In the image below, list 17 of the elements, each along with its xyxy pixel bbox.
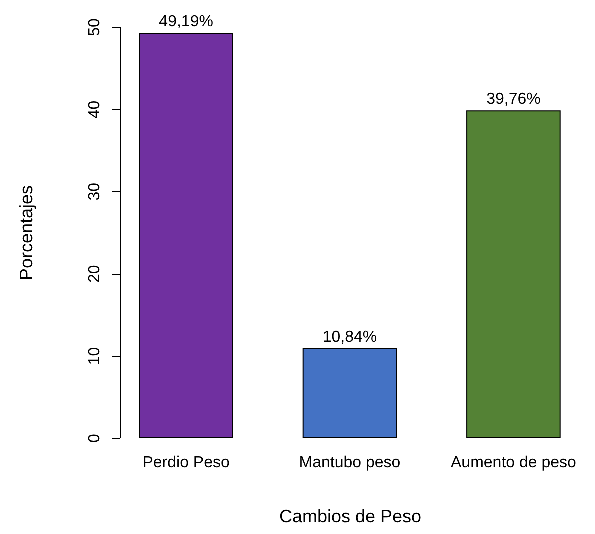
y-tick-label: 0 xyxy=(86,434,104,443)
x-tick-label: Mantubo peso xyxy=(299,454,401,472)
y-tick-label: 30 xyxy=(86,182,104,201)
x-tick-label: Perdio Peso xyxy=(142,454,230,472)
y-axis-title: Porcentajes xyxy=(16,185,36,281)
x-tick-label: Aumento de peso xyxy=(450,454,577,472)
y-tick-label: 40 xyxy=(86,100,104,119)
y-tick-label: 10 xyxy=(86,347,104,366)
data-label: 49,19% xyxy=(159,14,214,31)
bar xyxy=(139,33,234,438)
data-label: 10,84% xyxy=(322,328,378,346)
bar xyxy=(466,110,561,438)
data-label: 39,76% xyxy=(486,91,541,108)
y-tick-label: 50 xyxy=(86,18,104,36)
y-tick-label: 20 xyxy=(86,265,104,283)
bar xyxy=(302,348,398,438)
x-axis-title: Cambios de Peso xyxy=(279,506,422,526)
